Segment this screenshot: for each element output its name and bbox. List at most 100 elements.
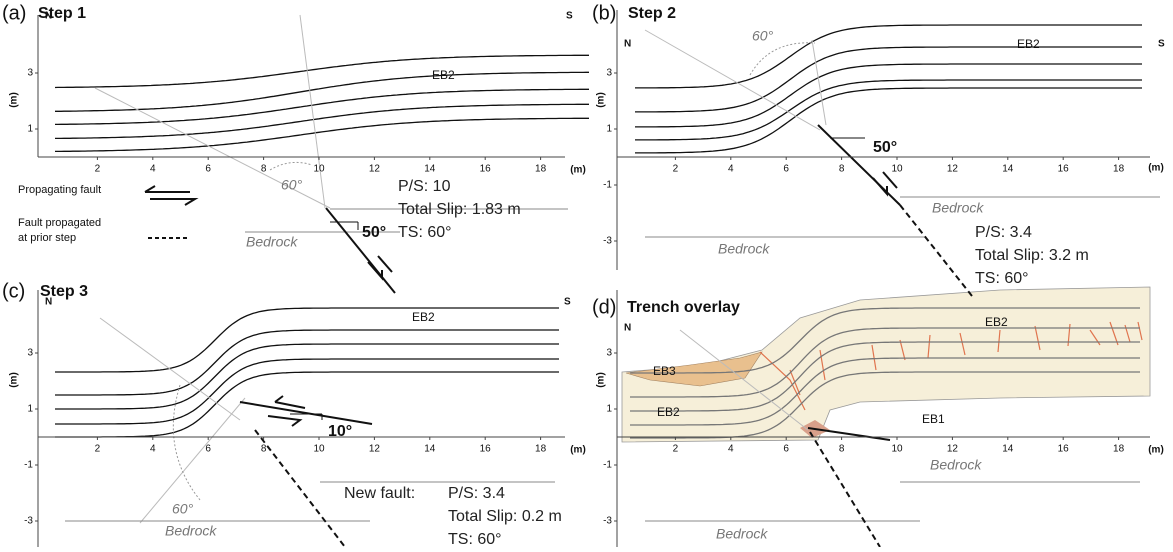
x-tick-label: 8: [261, 164, 267, 175]
y-tick-label: 1: [27, 124, 33, 135]
x-tick-label: 16: [1058, 444, 1070, 455]
south-label: S: [564, 297, 571, 308]
annotation: Bedrock: [716, 526, 768, 542]
annotation: 60°: [752, 28, 774, 44]
info-line: TS: 60°: [975, 270, 1029, 287]
north-label: N: [45, 297, 52, 308]
north-label: N: [624, 39, 631, 50]
annotation: EB2: [412, 310, 435, 324]
x-tick-label: 4: [150, 444, 156, 455]
south-label: S: [1158, 39, 1165, 50]
y-tick-label: 3: [27, 68, 33, 79]
bed: [55, 344, 559, 409]
legend-label: Propagating fault: [18, 184, 101, 196]
y-tick-label: 3: [606, 348, 612, 359]
x-tick-label: 6: [783, 164, 789, 175]
x-tick-label: 14: [424, 164, 436, 175]
x-tick-label: 8: [839, 164, 845, 175]
y-tick-label: 1: [606, 124, 612, 135]
x-tick-label: 14: [1002, 444, 1014, 455]
x-tick-label: 12: [369, 164, 381, 175]
x-axis-label: (m): [570, 445, 586, 456]
annotation: Bedrock: [165, 523, 217, 539]
panel-title: Step 2: [628, 5, 676, 22]
y-tick-label: 1: [27, 404, 33, 415]
info-line: P/S: 3.4: [975, 224, 1032, 241]
x-tick-label: 14: [1002, 164, 1014, 175]
panel-title: Trench overlay: [627, 299, 740, 316]
y-tick-label: -1: [603, 460, 612, 471]
x-tick-label: 2: [95, 164, 101, 175]
annotation: Bedrock: [932, 200, 984, 216]
x-tick-label: 18: [535, 444, 547, 455]
x-axis-label: (m): [1148, 445, 1164, 456]
annotation: EB2: [1017, 37, 1040, 51]
x-tick-label: 10: [313, 444, 325, 455]
y-tick-label: -3: [603, 516, 612, 527]
annotation: EB2: [985, 315, 1008, 329]
x-tick-label: 18: [535, 164, 547, 175]
x-tick-label: 4: [728, 164, 734, 175]
y-tick-label: -3: [24, 516, 33, 527]
annotation: EB1: [922, 412, 945, 426]
annotation: 60°: [172, 501, 194, 517]
y-tick-label: -3: [603, 236, 612, 247]
info-line: P/S: 10: [398, 178, 451, 195]
panel-label: (b): [592, 2, 616, 24]
annotation: 50°: [873, 139, 897, 156]
annotation: 10°: [328, 423, 352, 440]
x-tick-label: 12: [369, 444, 381, 455]
info-line: Total Slip: 1.83 m: [398, 201, 521, 218]
y-axis-label: (m): [596, 92, 607, 108]
x-tick-label: 10: [891, 164, 903, 175]
y-axis-label: (m): [596, 372, 607, 388]
y-axis-label: (m): [9, 372, 20, 388]
y-tick-label: 3: [606, 68, 612, 79]
x-tick-label: 2: [95, 444, 101, 455]
info-line: TS: 60°: [448, 531, 502, 547]
annotation: New fault:: [344, 485, 415, 502]
x-tick-label: 14: [424, 444, 436, 455]
annotation: 60°: [281, 177, 303, 193]
x-tick-label: 4: [728, 444, 734, 455]
x-tick-label: 10: [891, 444, 903, 455]
annotation: 50°: [362, 224, 386, 241]
x-axis-label: (m): [1148, 163, 1164, 174]
annotation: EB2: [657, 405, 680, 419]
annotation: EB3: [653, 364, 676, 378]
x-tick-label: 18: [1113, 164, 1125, 175]
north-label: N: [45, 11, 52, 22]
y-tick-label: -1: [603, 180, 612, 191]
bed: [635, 25, 1142, 88]
annotation: Bedrock: [930, 457, 982, 473]
figure: (a)Step 1NS(m)(m)2468101214161831EB260°5…: [0, 0, 1173, 547]
north-label: N: [624, 323, 631, 334]
y-axis-label: (m): [9, 92, 20, 108]
bed: [635, 64, 1142, 127]
x-tick-label: 4: [150, 164, 156, 175]
page: {"panels": [ {"label": "(a)", "title": "…: [0, 0, 1173, 547]
info-line: P/S: 3.4: [448, 485, 505, 502]
x-tick-label: 8: [261, 444, 267, 455]
panel-label: (d): [592, 296, 616, 318]
x-tick-label: 6: [783, 444, 789, 455]
info-line: Total Slip: 0.2 m: [448, 508, 562, 525]
panel-label: (a): [2, 2, 26, 24]
panel-label: (c): [2, 280, 25, 302]
annotation: Bedrock: [246, 234, 298, 250]
x-tick-label: 6: [205, 164, 211, 175]
y-tick-label: 3: [27, 348, 33, 359]
x-tick-label: 2: [673, 164, 679, 175]
x-axis-label: (m): [570, 165, 586, 176]
bed: [55, 372, 559, 437]
bed: [55, 55, 589, 87]
x-tick-label: 16: [480, 444, 492, 455]
info-line: Total Slip: 3.2 m: [975, 247, 1089, 264]
x-tick-label: 8: [839, 444, 845, 455]
x-tick-label: 10: [313, 164, 325, 175]
legend-label: at prior step: [18, 232, 76, 244]
x-tick-label: 6: [205, 444, 211, 455]
annotation: Bedrock: [718, 241, 770, 257]
x-tick-label: 16: [1058, 164, 1070, 175]
